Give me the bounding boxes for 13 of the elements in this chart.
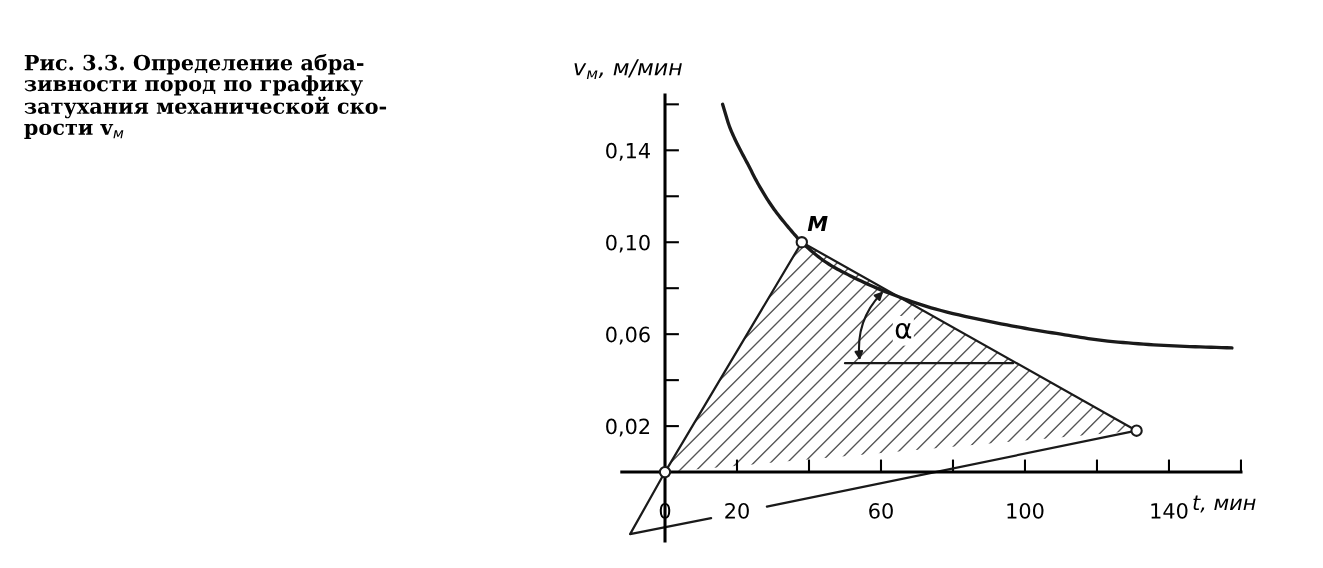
annotation: α [895, 322, 912, 339]
y-tick-label: 0,14 [606, 142, 650, 161]
y-tick-label: 0,06 [606, 326, 650, 345]
annotation: M [807, 215, 828, 232]
x-tick-label: 100 [1007, 502, 1044, 519]
y-tick-label: 0,02 [606, 418, 650, 437]
x-tick-label: 60 [869, 502, 893, 519]
x-tick-label: 20 [725, 502, 749, 519]
text: Рис. 3.3. Определение абра- зивности пород по графику затухания механической ско- рости v$_{м}$ [24, 53, 387, 140]
x-axis-title: t, мин [1193, 495, 1256, 513]
x-tick-label: 140 [1151, 502, 1188, 519]
y-tick-label: 0,10 [606, 234, 650, 253]
y-axis-title: v$_{м}$, м/мин [574, 59, 682, 79]
